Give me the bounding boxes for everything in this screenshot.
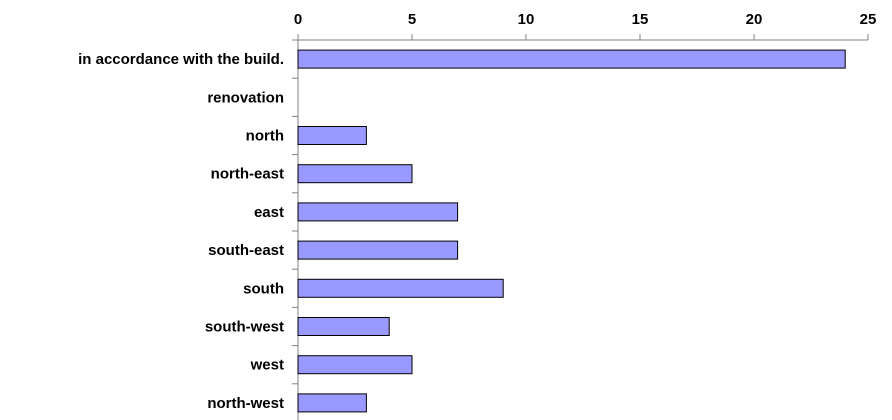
x-tick-label: 5 [408,11,416,28]
category-label: north-east [211,166,284,183]
y-axis: in accordance with the build. renovation n… [78,39,299,420]
bar [297,355,413,375]
category-label: south-east [208,242,284,259]
bar [297,317,390,336]
x-tick-label: 20 [746,11,763,28]
bar [297,240,459,260]
category-label: in accordance with the build. [78,51,284,68]
bar [297,49,846,69]
category-label: east [254,204,284,221]
bar [297,393,367,413]
x-tick-label: 25 [860,11,877,28]
category-label: south-west [205,319,284,336]
category-label: renovation [207,89,284,106]
category-label: south [243,280,284,297]
x-tick-label: 15 [632,11,649,28]
bars [297,49,846,413]
x-axis: 0 5 10 15 20 25 [294,11,877,41]
x-tick-label: 10 [518,11,535,28]
bar [297,278,504,298]
bar [297,126,367,145]
category-label: north-west [207,395,284,412]
bar [297,202,459,222]
bar [297,164,413,184]
category-label: west [250,357,284,374]
category-label: north [246,128,284,145]
x-tick-label: 0 [294,11,302,28]
